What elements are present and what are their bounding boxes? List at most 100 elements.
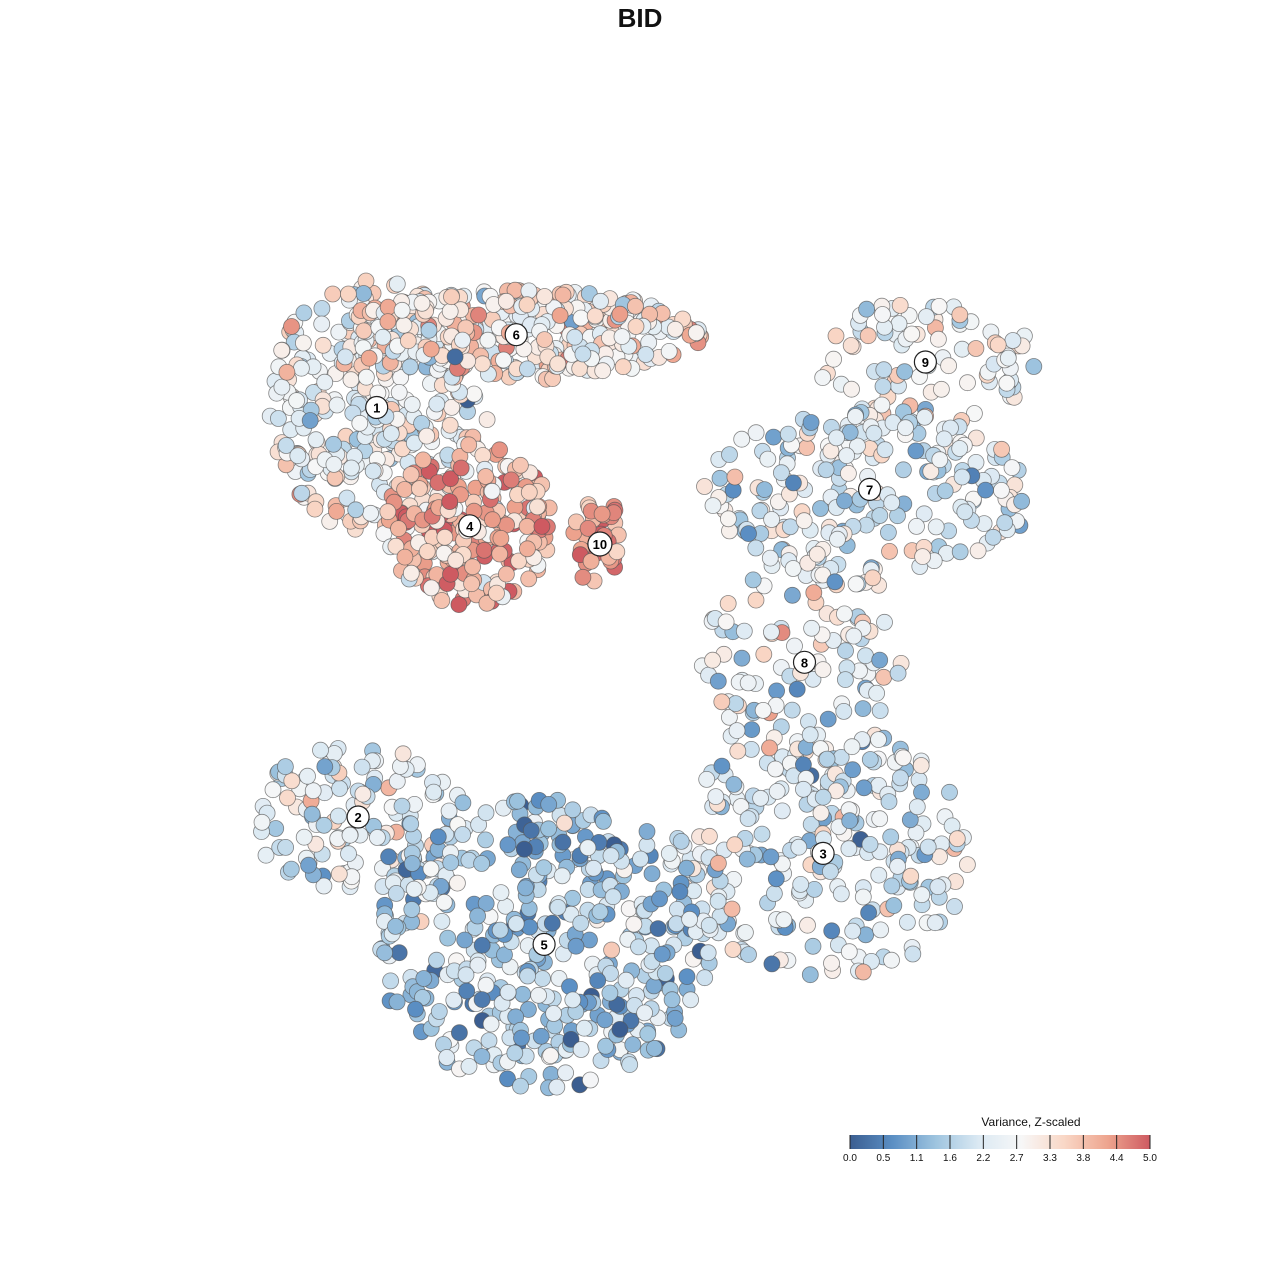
data-point — [452, 459, 470, 477]
data-point — [785, 474, 802, 492]
data-point — [299, 767, 316, 785]
cluster-label-8: 8 — [792, 650, 817, 674]
data-point — [733, 430, 751, 448]
data-point — [282, 860, 300, 878]
data-point — [959, 856, 976, 873]
data-point — [636, 1004, 653, 1022]
data-point — [330, 865, 348, 883]
cluster-label-text: 4 — [466, 519, 474, 534]
data-point — [410, 480, 428, 498]
data-point — [660, 342, 678, 360]
data-point — [882, 828, 900, 846]
data-point — [436, 528, 454, 546]
data-point — [473, 855, 491, 872]
data-point — [514, 985, 532, 1003]
data-point — [443, 288, 460, 306]
data-point — [572, 309, 590, 327]
data-point — [439, 929, 457, 947]
data-point — [497, 292, 515, 310]
data-point — [582, 552, 600, 570]
data-point — [379, 503, 397, 521]
data-point — [637, 346, 655, 363]
data-point — [502, 471, 520, 489]
data-point — [828, 429, 845, 447]
data-point — [355, 322, 373, 340]
data-point — [477, 831, 494, 849]
data-point — [354, 785, 372, 803]
data-point — [519, 360, 536, 378]
data-point — [549, 899, 567, 916]
data-point — [719, 595, 737, 612]
data-point — [896, 363, 913, 381]
data-point — [795, 780, 812, 798]
data-point — [872, 921, 889, 939]
data-point — [840, 943, 858, 961]
data-point — [671, 883, 689, 900]
data-point — [380, 848, 398, 866]
data-point — [864, 569, 882, 587]
data-point — [435, 893, 453, 911]
data-point — [460, 436, 478, 454]
data-point — [303, 805, 321, 823]
data-point — [868, 684, 885, 702]
data-point — [929, 878, 947, 896]
data-point — [837, 642, 854, 660]
data-point — [763, 623, 780, 641]
data-point — [312, 741, 329, 759]
data-point — [491, 545, 509, 563]
data-point — [454, 826, 472, 843]
legend-tick-label: 3.8 — [1076, 1153, 1090, 1164]
data-point — [763, 511, 780, 528]
cluster-label-badge — [504, 323, 528, 347]
data-point — [288, 392, 306, 410]
data-point — [904, 945, 922, 963]
data-point — [549, 355, 567, 373]
data-point — [415, 970, 433, 987]
data-point — [874, 377, 892, 395]
data-point — [295, 828, 313, 846]
data-point — [710, 854, 727, 872]
data-point — [572, 1041, 590, 1058]
data-point — [890, 315, 908, 333]
data-point — [773, 802, 791, 820]
data-point — [956, 503, 974, 521]
data-point — [812, 804, 830, 822]
data-point — [388, 275, 406, 293]
data-point — [803, 619, 820, 637]
data-point — [696, 478, 713, 495]
data-point — [727, 695, 745, 712]
data-point — [713, 693, 731, 711]
data-point — [382, 425, 400, 443]
data-point — [336, 348, 354, 366]
legend-tick-label: 2.2 — [976, 1153, 990, 1164]
data-point — [889, 664, 907, 682]
data-point — [915, 505, 933, 523]
data-point — [930, 330, 947, 348]
data-point — [567, 937, 585, 955]
data-point — [919, 838, 937, 856]
data-point — [733, 649, 751, 667]
data-point — [540, 796, 558, 813]
data-point — [597, 1037, 614, 1055]
data-point — [798, 439, 815, 457]
data-point — [899, 913, 916, 931]
data-point — [977, 481, 994, 499]
data-point — [967, 340, 985, 357]
data-point — [759, 450, 777, 468]
data-point — [804, 937, 822, 955]
data-point — [799, 916, 816, 934]
data-point — [792, 876, 810, 893]
data-point — [362, 504, 380, 522]
cluster-label-badge — [792, 650, 817, 674]
data-point — [704, 497, 722, 515]
data-point — [277, 839, 295, 856]
data-point — [916, 408, 933, 426]
data-point — [325, 435, 342, 453]
data-point — [763, 955, 781, 973]
data-point — [279, 789, 296, 807]
data-point — [918, 308, 935, 326]
data-point — [395, 316, 413, 334]
data-point — [829, 530, 846, 548]
data-point — [548, 1078, 566, 1096]
